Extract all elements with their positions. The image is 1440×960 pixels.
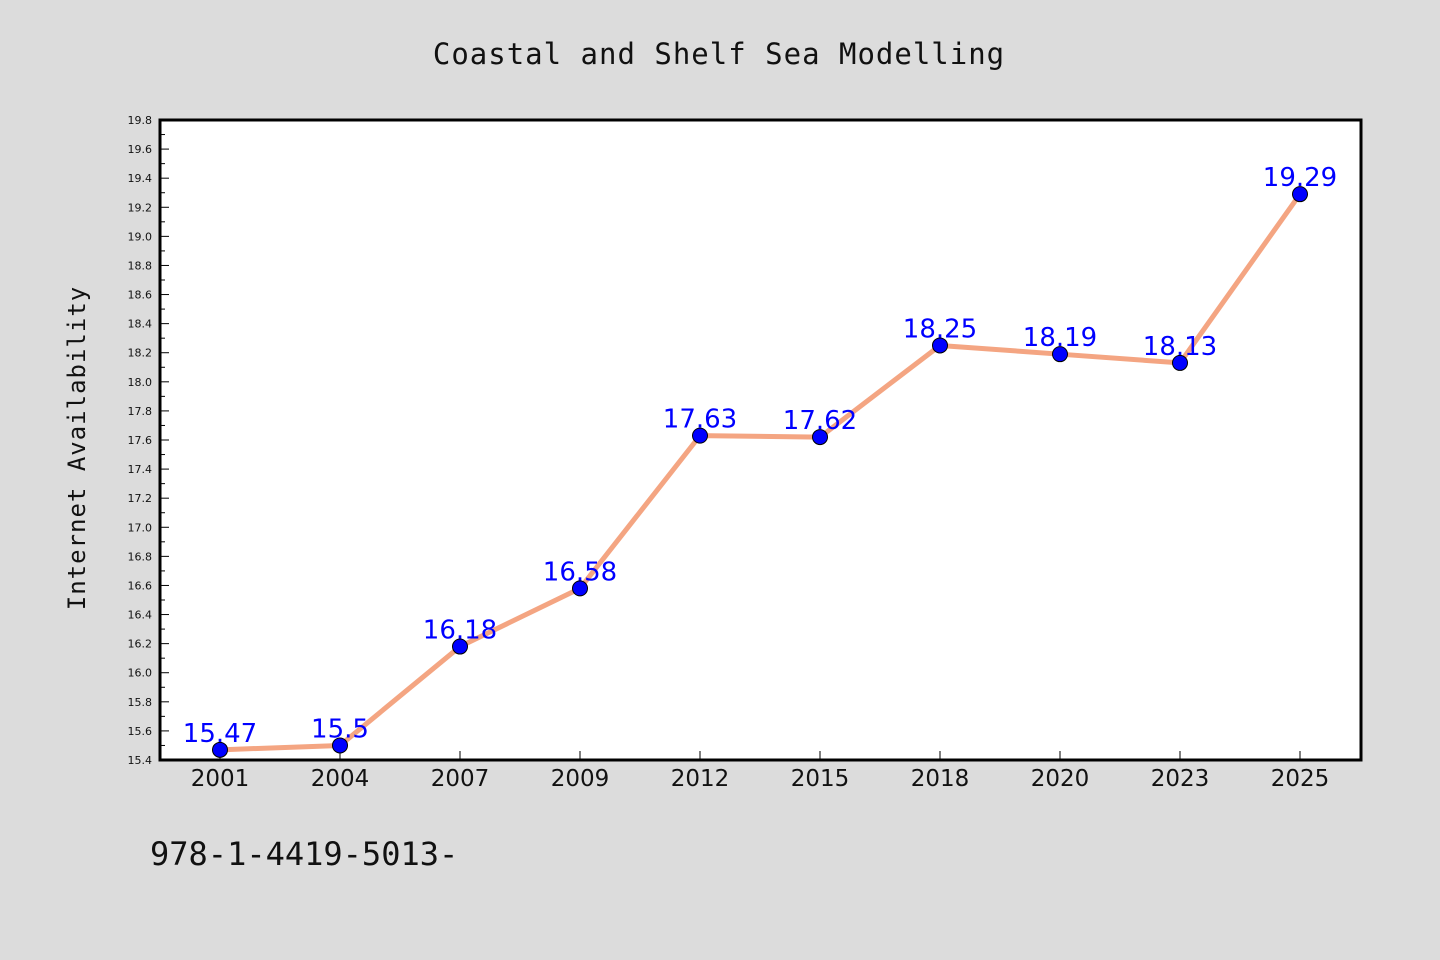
- footer-isbn: 978-1-4419-5013-: [150, 835, 458, 873]
- data-point: [1052, 346, 1068, 363]
- x-tick-label: 2007: [431, 766, 490, 792]
- y-tick-label: 17.4: [128, 463, 153, 476]
- y-tick-label: 15.6: [128, 725, 153, 738]
- data-label: 19.29: [1263, 163, 1337, 193]
- data-point: [332, 737, 348, 754]
- y-tick-label: 16.8: [128, 550, 153, 563]
- y-tick-label: 18.4: [128, 318, 153, 331]
- x-tick-label: 2009: [551, 766, 610, 792]
- data-point: [572, 580, 588, 597]
- data-point: [932, 337, 948, 354]
- x-axis: 2001 2004 2007 2009 2012 2015 2018 2020 2023 2025: [191, 751, 1330, 792]
- x-tick-label: 2018: [911, 766, 970, 792]
- data-label: 17.62: [783, 406, 857, 436]
- data-point: [452, 638, 468, 655]
- y-tick-label: 19.0: [128, 230, 153, 243]
- data-label: 18.19: [1023, 323, 1097, 353]
- data-label: 15.47: [183, 719, 257, 749]
- x-tick-label: 2004: [311, 766, 370, 792]
- y-tick-label: 16.0: [128, 667, 153, 680]
- x-tick-label: 2012: [671, 766, 730, 792]
- y-tick-label: 17.0: [128, 521, 153, 534]
- y-tick-label: 17.8: [128, 405, 153, 418]
- data-label: 18.25: [903, 314, 977, 344]
- data-label: 17.63: [663, 405, 737, 435]
- data-label: 16.58: [543, 557, 617, 587]
- data-point: [1172, 354, 1188, 371]
- x-tick-label: 2025: [1271, 766, 1330, 792]
- y-tick-label: 18.6: [128, 289, 153, 302]
- series-group: 15.47 15.5 16.18 16.58 17.63 17.62 18.25 18.19 1…: [183, 163, 1337, 758]
- y-tick-label: 16.2: [128, 638, 153, 651]
- data-point: [212, 741, 228, 758]
- y-tick-label: 17.2: [128, 492, 153, 505]
- y-tick-label: 17.6: [128, 434, 153, 447]
- y-tick-label: 19.4: [128, 172, 153, 185]
- y-tick-label: 16.4: [128, 609, 153, 622]
- data-point: [1292, 186, 1308, 203]
- x-tick-label: 2020: [1031, 766, 1090, 792]
- data-label: 15.5: [311, 714, 369, 744]
- y-tick-label: 16.6: [128, 579, 153, 592]
- y-tick-label: 18.8: [128, 259, 153, 272]
- x-tick-label: 2015: [791, 766, 850, 792]
- y-tick-label: 19.8: [128, 114, 153, 127]
- y-tick-label: 19.2: [128, 201, 153, 214]
- y-axis-label: Internet Availability: [63, 286, 91, 610]
- y-tick-label: 18.2: [128, 347, 153, 360]
- chart-title: Coastal and Shelf Sea Modelling: [433, 37, 1005, 71]
- plot-area: [158, 118, 1363, 762]
- x-tick-label: 2023: [1151, 766, 1210, 792]
- y-tick-label: 15.8: [128, 696, 153, 709]
- data-point: [692, 427, 708, 444]
- y-axis: 15.4 15.6 15.8 16.0 16.2 16.4 16.6 16.8 17.0 17.2…: [128, 114, 169, 767]
- x-tick-label: 2001: [191, 766, 250, 792]
- y-tick-label: 18.0: [128, 376, 153, 389]
- data-point: [812, 429, 828, 446]
- series-line: [219, 192, 1303, 753]
- y-tick-label: 19.6: [128, 143, 153, 156]
- data-label: 16.18: [423, 616, 497, 646]
- data-label: 18.13: [1143, 332, 1217, 362]
- y-tick-label: 15.4: [128, 754, 153, 767]
